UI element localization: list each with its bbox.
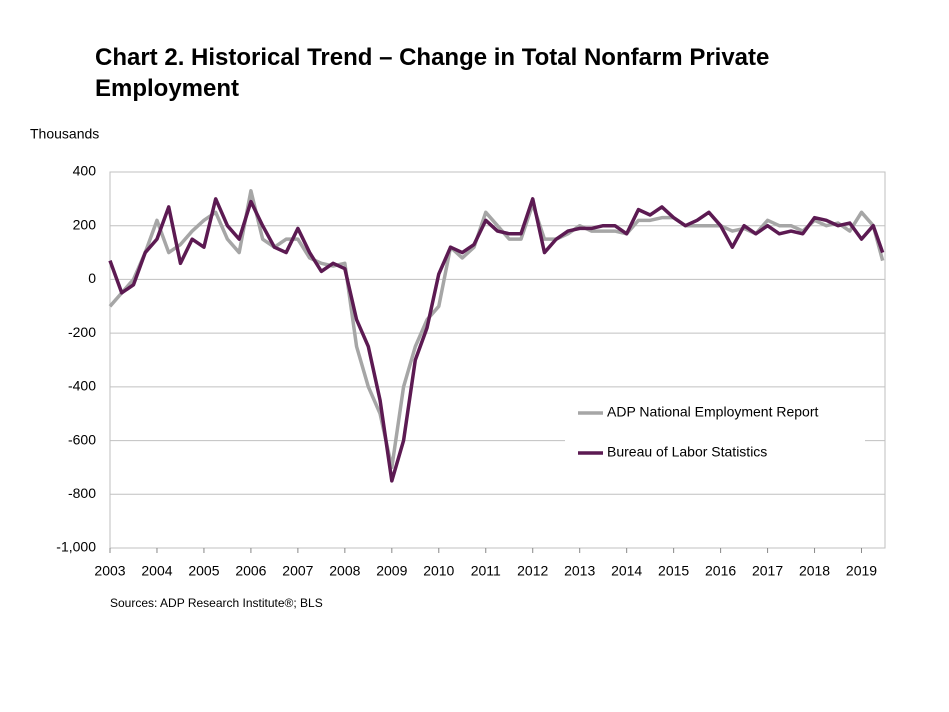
x-tick-label: 2011 bbox=[471, 563, 501, 579]
source-note: Sources: ADP Research Institute®; BLS bbox=[110, 596, 323, 610]
legend-box bbox=[565, 395, 865, 473]
y-tick-label: 400 bbox=[73, 163, 97, 179]
y-axis-label: Thousands bbox=[30, 126, 99, 142]
legend-label: Bureau of Labor Statistics bbox=[607, 444, 767, 460]
x-tick-label: 2003 bbox=[94, 563, 125, 579]
x-tick-label: 2006 bbox=[235, 563, 266, 579]
x-tick-label: 2015 bbox=[658, 563, 689, 579]
legend-label: ADP National Employment Report bbox=[607, 404, 819, 420]
y-tick-label: -200 bbox=[68, 324, 96, 340]
x-tick-label: 2014 bbox=[611, 563, 642, 579]
x-tick-label: 2016 bbox=[705, 563, 736, 579]
series-line bbox=[108, 197, 885, 483]
x-tick-label: 2007 bbox=[282, 563, 313, 579]
x-tick-label: 2013 bbox=[564, 563, 595, 579]
x-tick-label: 2004 bbox=[141, 563, 172, 579]
x-tick-label: 2009 bbox=[376, 563, 407, 579]
y-tick-label: -400 bbox=[68, 378, 96, 394]
x-tick-label: 2008 bbox=[329, 563, 360, 579]
x-tick-label: 2012 bbox=[517, 563, 548, 579]
chart-title: Chart 2. Historical Trend – Change in To… bbox=[95, 44, 770, 102]
x-tick-label: 2005 bbox=[188, 563, 219, 579]
x-tick-label: 2018 bbox=[799, 563, 830, 579]
y-tick-label: 200 bbox=[73, 216, 97, 232]
y-tick-label: -800 bbox=[68, 485, 96, 501]
x-tick-label: 2019 bbox=[846, 563, 877, 579]
x-tick-label: 2017 bbox=[752, 563, 783, 579]
y-tick-label: -1,000 bbox=[56, 539, 96, 555]
x-tick-label: 2010 bbox=[423, 563, 454, 579]
y-tick-label: 0 bbox=[88, 270, 96, 286]
y-tick-label: -600 bbox=[68, 431, 96, 447]
